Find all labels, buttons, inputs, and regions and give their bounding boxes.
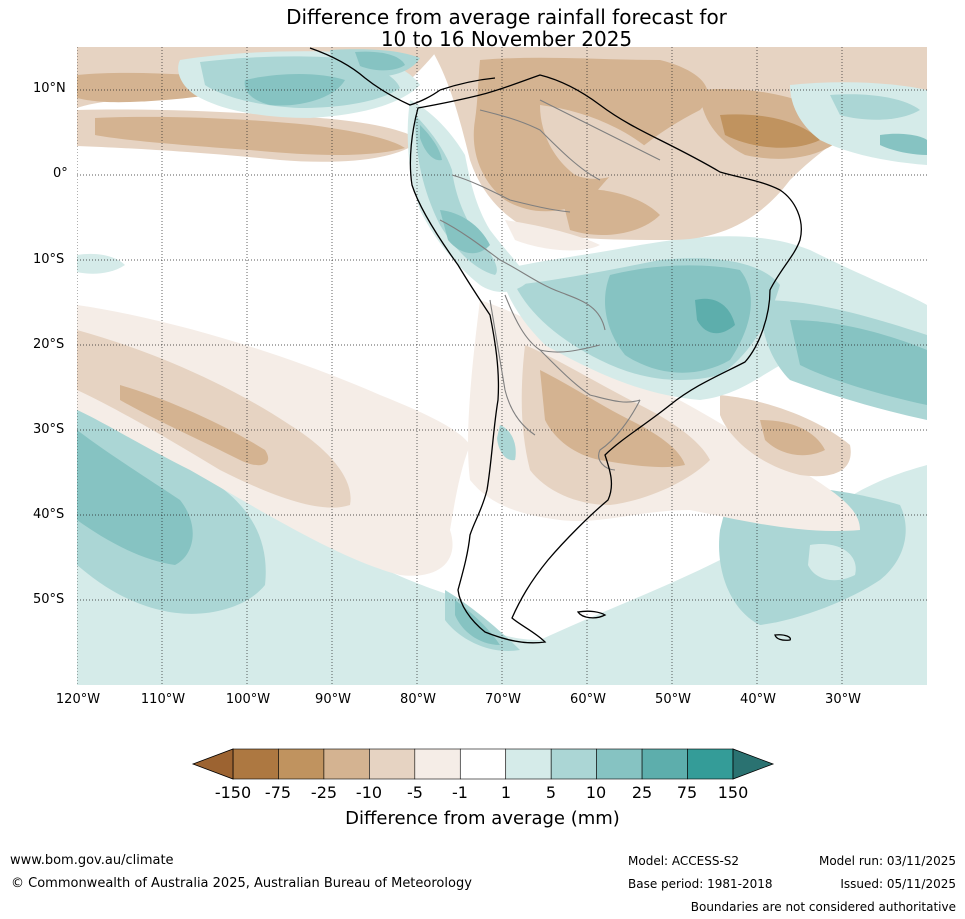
colorbar-bin (278, 748, 325, 780)
colorbar-bin (232, 748, 279, 780)
anomaly-region (445, 590, 520, 651)
caribbean-coast (439, 77, 496, 91)
anomaly-region (720, 114, 820, 148)
anomaly-region (120, 385, 269, 466)
lon-label: 40°W (740, 692, 776, 707)
lon-label: 100°W (225, 692, 271, 707)
lon-label: 60°W (570, 692, 606, 707)
colorbar-over-arrow (732, 748, 775, 780)
anomaly-region (695, 298, 735, 334)
south-georgia (774, 634, 791, 641)
colorbar-tick: -25 (310, 783, 338, 802)
south-america-coast (409, 74, 802, 644)
lat-label: 30°S (33, 422, 65, 437)
map-title-line-1: Difference from average rainfall forecas… (286, 5, 727, 29)
lon-label: 30°W (825, 692, 861, 707)
footer-copyright: © Commonwealth of Australia 2025, Austra… (11, 876, 472, 891)
colorbar-tick: -1 (452, 783, 468, 802)
colorbar-tick: 75 (676, 783, 698, 802)
country-borders (439, 99, 661, 471)
colorbar-tick: -150 (214, 783, 252, 802)
lat-label: 20°S (33, 337, 65, 352)
anomaly-region (540, 370, 685, 468)
footer-model-run: Model run: 03/11/2025 (818, 854, 956, 868)
colorbar-tick: 150 (717, 783, 749, 802)
lon-label: 110°W (140, 692, 186, 707)
coastlines (309, 47, 802, 644)
map-title-line-2: 10 to 16 November 2025 (380, 27, 633, 51)
lon-label: 120°W (55, 692, 101, 707)
lon-label: 50°W (655, 692, 691, 707)
colorbar-bin (369, 748, 416, 780)
footer-disclaimer: Boundaries are not considered authoritat… (690, 900, 956, 914)
anomaly-region (77, 330, 351, 508)
lon-label: 70°W (485, 692, 521, 707)
colorbar-tick: 1 (500, 783, 512, 802)
anomaly-region (808, 544, 856, 581)
lon-label: 80°W (400, 692, 436, 707)
footer-base-period: Base period: 1981-2018 (628, 877, 773, 891)
anomaly-region (77, 430, 193, 565)
colorbar-bin (687, 748, 734, 780)
colorbar-tick: -75 (264, 783, 292, 802)
lat-label: 0° (53, 166, 68, 181)
anomaly-region (760, 420, 825, 456)
lon-label: 90°W (315, 692, 351, 707)
anomaly-region (540, 105, 650, 179)
colorbar-tick: 25 (631, 783, 653, 802)
colorbar-bin (641, 748, 688, 780)
colorbar-bin (459, 748, 507, 780)
footer-issued: Issued: 05/11/2025 (840, 877, 956, 891)
footer-website: www.bom.gov.au/climate (10, 853, 174, 868)
colorbar-tick: 10 (585, 783, 607, 802)
anomaly-region (355, 51, 405, 71)
colorbar-under-arrow (191, 748, 234, 780)
colorbar-title: Difference from average (mm) (345, 808, 620, 829)
colorbar-tick: -5 (407, 783, 423, 802)
anomaly-region (880, 133, 927, 155)
anomaly-region (830, 94, 920, 120)
colorbar-bin (550, 748, 597, 780)
lat-label: 50°S (33, 592, 65, 607)
colorbar-bin (414, 748, 461, 780)
anomaly-region (95, 116, 405, 155)
lat-label: 40°S (33, 507, 65, 522)
central-america-coast (309, 47, 441, 106)
anomaly-region (77, 385, 927, 685)
falkland-islands (576, 610, 607, 619)
anomaly-region (440, 210, 490, 254)
anomaly-region (560, 188, 660, 235)
lat-label: 10°S (33, 252, 65, 267)
anomaly-region (497, 425, 516, 461)
colorbar-tick: 5 (545, 783, 557, 802)
lat-label: 10°N (33, 81, 66, 96)
anomaly-region (77, 253, 125, 274)
anomaly-region (505, 220, 600, 251)
colorbar-bin (505, 748, 552, 780)
colorbar-tick: -10 (355, 783, 383, 802)
anomaly-region (420, 125, 442, 161)
anomaly-region (605, 265, 751, 373)
anomaly-region (790, 320, 927, 405)
anomaly-region (244, 74, 345, 106)
colorbar-bin (596, 748, 643, 780)
colorbar-bin (323, 748, 370, 780)
footer-model: Model: ACCESS-S2 (628, 854, 740, 868)
